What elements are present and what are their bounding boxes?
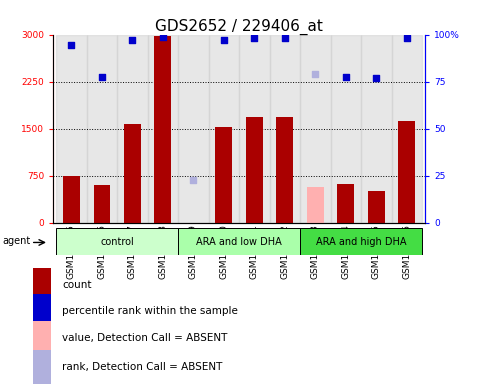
- Bar: [33, 350, 51, 384]
- Point: [403, 35, 411, 41]
- Bar: [33, 321, 51, 355]
- Point: [98, 73, 106, 79]
- Text: ARA and high DHA: ARA and high DHA: [316, 237, 406, 247]
- Bar: [300, 228, 422, 255]
- Text: ARA and low DHA: ARA and low DHA: [196, 237, 282, 247]
- Text: rank, Detection Call = ABSENT: rank, Detection Call = ABSENT: [62, 362, 222, 372]
- Text: agent: agent: [3, 235, 31, 246]
- Bar: [56, 228, 178, 255]
- Bar: [117, 35, 148, 223]
- Bar: [368, 191, 384, 223]
- Bar: [178, 228, 300, 255]
- Bar: [392, 35, 422, 223]
- Bar: [33, 268, 51, 302]
- Bar: [330, 35, 361, 223]
- Point: [281, 35, 289, 41]
- Bar: [33, 294, 51, 329]
- Text: count: count: [62, 280, 91, 290]
- Point: [68, 41, 75, 48]
- Point: [128, 36, 136, 43]
- Bar: [86, 35, 117, 223]
- Point: [372, 75, 380, 81]
- Point: [189, 177, 197, 183]
- Bar: [239, 35, 270, 223]
- Point: [251, 35, 258, 41]
- Text: percentile rank within the sample: percentile rank within the sample: [62, 306, 238, 316]
- Bar: [338, 184, 354, 223]
- Bar: [300, 35, 330, 223]
- Bar: [398, 121, 415, 223]
- Point: [159, 34, 167, 40]
- Bar: [124, 124, 141, 223]
- Title: GDS2652 / 229406_at: GDS2652 / 229406_at: [155, 18, 323, 35]
- Point: [220, 36, 227, 43]
- Text: value, Detection Call = ABSENT: value, Detection Call = ABSENT: [62, 333, 227, 343]
- Bar: [209, 35, 239, 223]
- Bar: [270, 35, 300, 223]
- Bar: [178, 35, 209, 223]
- Bar: [215, 127, 232, 223]
- Point: [342, 73, 350, 79]
- Bar: [63, 176, 80, 223]
- Bar: [56, 35, 86, 223]
- Bar: [307, 187, 324, 223]
- Bar: [94, 185, 110, 223]
- Bar: [246, 118, 263, 223]
- Text: control: control: [100, 237, 134, 247]
- Bar: [148, 35, 178, 223]
- Point: [312, 71, 319, 77]
- Bar: [276, 117, 293, 223]
- Bar: [155, 36, 171, 223]
- Bar: [361, 35, 392, 223]
